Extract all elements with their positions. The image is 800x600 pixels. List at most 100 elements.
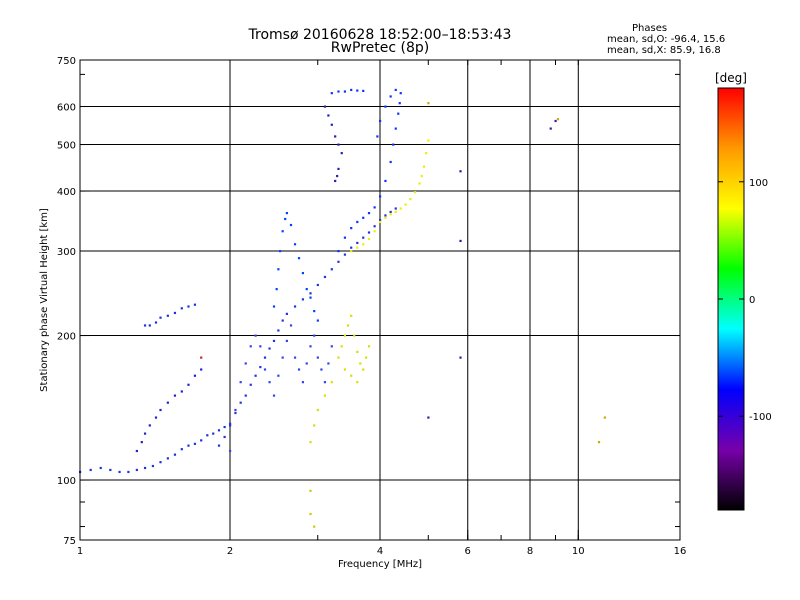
- scatter-points: [79, 88, 606, 528]
- data-point: [305, 362, 308, 365]
- y-tick-label: 500: [57, 141, 76, 152]
- data-point: [284, 217, 287, 221]
- data-point: [353, 334, 356, 337]
- data-point: [409, 198, 412, 201]
- data-point: [309, 441, 312, 444]
- data-point: [330, 123, 333, 126]
- data-point: [223, 435, 226, 439]
- data-point: [362, 368, 365, 371]
- data-point: [404, 203, 407, 206]
- data-point: [418, 182, 421, 185]
- y-tick-label: 100: [57, 476, 76, 487]
- data-point: [173, 394, 177, 397]
- data-point: [340, 345, 343, 348]
- y-tick-label: 750: [57, 56, 76, 67]
- x-tick-label: 1: [77, 546, 83, 557]
- data-point: [343, 253, 347, 256]
- data-point: [334, 179, 337, 183]
- data-point: [289, 223, 293, 227]
- data-point: [389, 160, 392, 164]
- data-point: [154, 321, 158, 324]
- data-point: [313, 309, 316, 313]
- data-point: [263, 368, 267, 371]
- data-point: [229, 422, 232, 425]
- data-point: [143, 466, 147, 470]
- data-point: [346, 324, 350, 327]
- data-point: [330, 92, 333, 95]
- data-point: [277, 268, 280, 271]
- data-point: [313, 424, 316, 427]
- data-point: [234, 408, 237, 412]
- data-point: [323, 394, 327, 397]
- data-point: [367, 212, 371, 215]
- data-point: [350, 374, 353, 377]
- plot-grid: [80, 60, 680, 540]
- data-point: [140, 441, 143, 444]
- data-point: [384, 179, 387, 183]
- data-point: [337, 250, 340, 253]
- data-point: [166, 457, 169, 460]
- data-point: [399, 92, 402, 95]
- data-point: [365, 356, 368, 359]
- data-point: [193, 303, 197, 306]
- data-point: [187, 383, 190, 386]
- data-point: [244, 394, 247, 397]
- data-point: [309, 296, 312, 299]
- data-point: [427, 102, 430, 105]
- data-point: [389, 95, 392, 98]
- data-point: [425, 152, 428, 155]
- data-point: [173, 453, 177, 456]
- data-point: [217, 444, 221, 447]
- data-point: [327, 114, 330, 117]
- data-point: [281, 356, 284, 359]
- data-point: [301, 271, 305, 275]
- data-point: [394, 207, 397, 210]
- data-point: [323, 381, 327, 384]
- colorbar-tick-label: 100: [749, 178, 768, 189]
- data-point: [350, 88, 353, 92]
- data-point: [301, 298, 305, 301]
- data-point: [193, 442, 197, 445]
- chart-title: Tromsø 20160628 18:52:00–18:53:43: [248, 27, 512, 43]
- data-point: [379, 219, 382, 222]
- data-point: [397, 112, 400, 115]
- data-point: [223, 425, 226, 429]
- data-point: [166, 314, 169, 317]
- data-point: [420, 174, 423, 178]
- data-point: [180, 448, 183, 451]
- data-point: [229, 424, 232, 427]
- data-point: [356, 246, 359, 249]
- data-point: [337, 143, 340, 146]
- data-point: [309, 345, 312, 348]
- data-point: [356, 350, 359, 353]
- data-point: [275, 288, 278, 291]
- colorbar-ticks: 100 0 -100: [718, 178, 772, 423]
- data-point: [343, 334, 347, 337]
- data-point: [337, 260, 340, 263]
- data-point: [323, 275, 327, 279]
- data-point: [239, 381, 242, 384]
- data-point: [229, 449, 232, 453]
- x-tick-label: 2: [227, 546, 233, 557]
- data-point: [316, 408, 319, 412]
- data-point: [234, 411, 237, 415]
- data-point: [356, 241, 359, 245]
- data-point: [154, 416, 158, 419]
- data-point: [343, 90, 347, 93]
- data-point: [384, 216, 387, 219]
- data-point: [285, 312, 288, 315]
- data-point: [293, 243, 297, 246]
- data-point: [373, 206, 376, 209]
- data-point: [277, 329, 280, 332]
- x-tick-label: 8: [527, 546, 533, 557]
- data-point: [279, 250, 282, 253]
- data-point: [459, 170, 462, 173]
- data-point: [327, 362, 330, 365]
- x-tick-label: 16: [674, 546, 687, 557]
- data-point: [362, 216, 365, 219]
- data-point: [212, 432, 215, 435]
- data-point: [356, 220, 359, 224]
- data-point: [336, 174, 339, 178]
- data-point: [289, 324, 293, 327]
- data-point: [413, 191, 417, 194]
